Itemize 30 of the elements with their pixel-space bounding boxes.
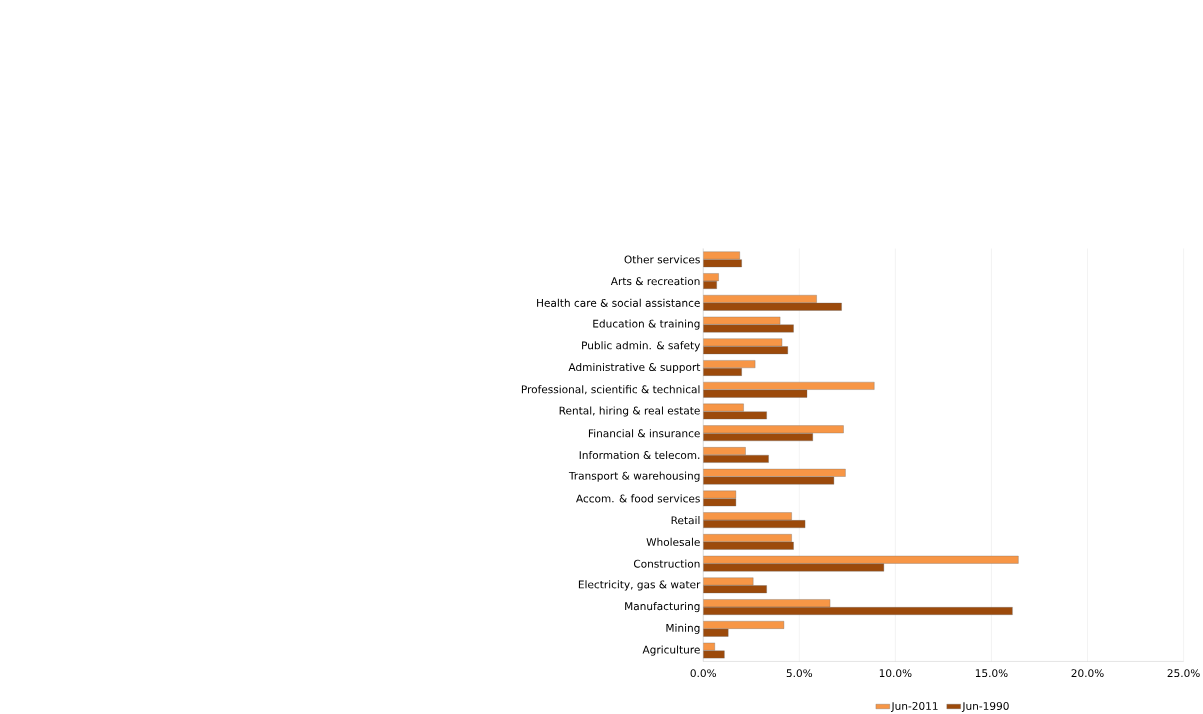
y-tick-label: Accom. & food services [576, 494, 700, 503]
legend-label: Jun-2011 [890, 701, 938, 712]
x-tick-label: 0.0% [690, 669, 717, 677]
y-tick-label: Rental, hiring & real estate [559, 406, 700, 417]
bar [703, 563, 885, 572]
y-tick-label: Arts & recreation [610, 276, 700, 286]
y-tick-label: Construction [633, 559, 700, 568]
y-tick-label: Mining [666, 623, 700, 634]
y-tick-label: Retail [671, 515, 700, 525]
y-tick-label: Education & training [593, 319, 700, 330]
y-tick-label: Other services [624, 255, 700, 264]
y-tick-label: Public admin. & safety [582, 341, 701, 352]
bar [703, 324, 794, 333]
bar [703, 251, 740, 260]
y-tick-label: Transport & warehousing [568, 471, 700, 482]
y-tick-label: Administrative & support [568, 362, 701, 373]
y-tick-label: Wholesale [646, 537, 700, 546]
y-tick-label: Health care & social assistance [537, 298, 700, 307]
y-tick-label: Professional, scientific & technical [521, 385, 700, 395]
x-tick-label: 10.0% [879, 669, 912, 677]
y-tick-label: Manufacturing [625, 601, 700, 613]
legend-label: Jun-1990 [961, 701, 1009, 712]
x-tick-label: 25.0% [1167, 669, 1200, 677]
y-tick-label: Electricity, gas & water [578, 580, 701, 591]
y-tick-label: Information & telecom. [579, 450, 700, 459]
x-tick-label: 20.0% [1071, 669, 1104, 677]
y-tick-label: Agriculture [642, 645, 700, 656]
x-tick-label: 5.0% [786, 669, 813, 677]
x-tick-label: 15.0% [975, 669, 1008, 677]
y-tick-label: Financial & insurance [588, 429, 700, 438]
